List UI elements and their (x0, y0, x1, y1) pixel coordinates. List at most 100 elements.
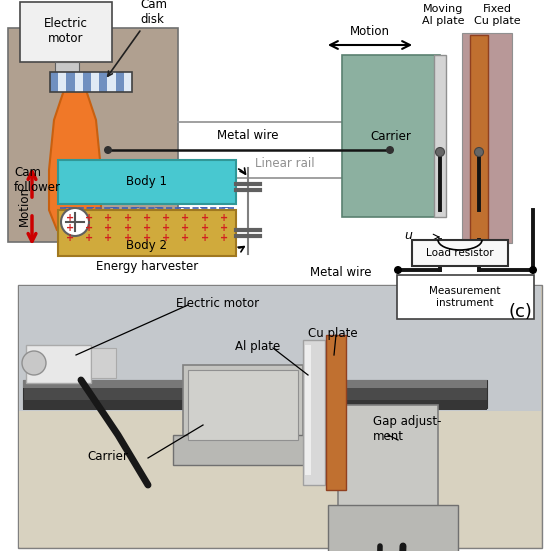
Bar (124, 72, 132, 92)
Text: +: + (104, 213, 113, 223)
Bar (107, 72, 116, 92)
Text: +: + (220, 213, 228, 223)
Text: +: + (182, 233, 190, 243)
Text: Metal wire: Metal wire (217, 129, 279, 142)
Bar (397, 275, 534, 319)
Bar (19, 286, 541, 430)
Text: Metal wire: Metal wire (310, 266, 371, 278)
Text: +: + (85, 213, 94, 223)
Text: Electric
motor: Electric motor (44, 17, 88, 45)
Bar (326, 335, 346, 490)
Text: +: + (124, 233, 132, 243)
Text: −: − (131, 203, 140, 213)
Bar (20, 2, 112, 62)
Text: +: + (66, 223, 74, 233)
Text: Carrier: Carrier (87, 450, 129, 463)
Text: Measurement
instrument: Measurement instrument (429, 286, 500, 308)
Bar (0, 0, 550, 278)
Bar (303, 340, 325, 485)
Text: +: + (182, 223, 190, 233)
Text: Body 2: Body 2 (126, 240, 168, 252)
Bar (58, 160, 236, 204)
Text: +: + (220, 233, 228, 243)
Bar (412, 240, 508, 266)
Bar (91, 72, 99, 92)
Text: +: + (104, 233, 113, 243)
Bar (91, 348, 116, 378)
Circle shape (394, 266, 402, 274)
Bar (342, 55, 440, 217)
Text: +: + (85, 223, 94, 233)
Bar (99, 72, 107, 92)
Text: Body 1: Body 1 (126, 176, 168, 188)
Bar (67, 72, 75, 92)
Text: u: u (404, 229, 412, 242)
Circle shape (529, 266, 537, 274)
Text: +: + (124, 213, 132, 223)
Bar (305, 345, 311, 475)
Text: +: + (162, 213, 170, 223)
Text: −: − (221, 203, 230, 213)
Text: −: − (153, 203, 163, 213)
Text: Cam
disk: Cam disk (108, 0, 167, 76)
Text: +: + (143, 213, 151, 223)
Bar (50, 72, 58, 92)
Text: −: − (176, 203, 185, 213)
Bar (116, 72, 124, 92)
Bar (188, 370, 298, 440)
Text: Motion: Motion (18, 186, 30, 226)
Bar (23, 400, 487, 410)
Bar (173, 435, 313, 465)
Bar (58, 210, 236, 256)
Text: +: + (162, 233, 170, 243)
Text: −: − (86, 203, 95, 213)
Circle shape (475, 148, 483, 156)
Text: +: + (201, 233, 209, 243)
Text: Cu plate: Cu plate (308, 327, 358, 340)
Text: Linear rail: Linear rail (255, 157, 315, 170)
Circle shape (436, 148, 444, 156)
Text: Motion: Motion (350, 25, 390, 38)
Text: Moving
Al plate: Moving Al plate (422, 4, 464, 25)
Bar (58, 72, 67, 92)
Text: Fixed
Cu plate: Fixed Cu plate (474, 4, 520, 25)
Bar (75, 72, 83, 92)
Text: −: − (108, 203, 118, 213)
Text: (c): (c) (508, 303, 532, 321)
Text: Gap adjust-
ment: Gap adjust- ment (373, 415, 442, 443)
Circle shape (22, 351, 46, 375)
Circle shape (386, 146, 394, 154)
Bar (8, 28, 178, 242)
Polygon shape (49, 90, 101, 240)
Bar (23, 380, 487, 408)
Bar (434, 55, 446, 217)
Text: Energy harvester: Energy harvester (96, 260, 198, 273)
Text: Load resistor: Load resistor (426, 248, 494, 258)
Circle shape (61, 208, 89, 236)
Text: Cam
follower: Cam follower (14, 166, 61, 194)
Bar (26, 345, 91, 383)
Bar (183, 365, 303, 445)
Text: +: + (104, 223, 113, 233)
Text: +: + (182, 213, 190, 223)
Bar (462, 33, 512, 243)
Bar (83, 72, 91, 92)
Text: +: + (66, 233, 74, 243)
Text: Electric motor: Electric motor (177, 297, 260, 310)
Text: Al plate: Al plate (235, 340, 280, 353)
Bar (50, 72, 132, 92)
Text: +: + (143, 233, 151, 243)
Bar (18, 285, 542, 548)
Bar (23, 380, 487, 388)
Bar (19, 411, 541, 547)
Text: +: + (85, 233, 94, 243)
Text: +: + (143, 223, 151, 233)
Text: +: + (201, 213, 209, 223)
Text: +: + (220, 223, 228, 233)
Text: +: + (124, 223, 132, 233)
Text: +: + (66, 213, 74, 223)
Bar (470, 35, 488, 240)
Text: Carrier: Carrier (371, 129, 411, 143)
Bar (328, 505, 458, 551)
Text: −: − (199, 203, 208, 213)
